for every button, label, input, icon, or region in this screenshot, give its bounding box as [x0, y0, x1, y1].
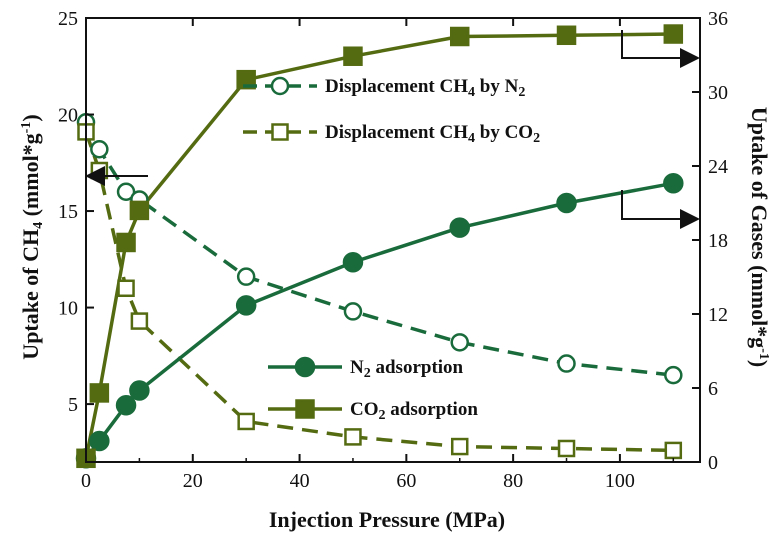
x-tick-label-5: 100 — [605, 470, 635, 492]
legend-marker-1 — [271, 123, 289, 141]
y-left-tick-label-0: 5 — [68, 394, 78, 416]
data-point-3-2 — [116, 232, 136, 253]
series-line-3 — [84, 32, 674, 459]
x-axis-title: Injection Pressure (MPa) — [269, 507, 505, 532]
x-tick-label-1: 20 — [183, 470, 203, 492]
legend-label-1: Displacement CH4 by CO2 — [325, 122, 540, 146]
axis-indicator-arrows — [85, 30, 700, 229]
data-point-2-2 — [115, 395, 137, 416]
y-right-tick-label-0: 0 — [708, 452, 718, 474]
right-axis-arrow-co2 — [621, 30, 700, 68]
data-point-0-5 — [343, 302, 363, 321]
data-point-2-4 — [235, 295, 257, 316]
y-left-tick-label-2: 15 — [58, 201, 78, 223]
data-point-3-1 — [89, 383, 110, 403]
legend-marker-2 — [294, 356, 316, 378]
data-point-1-7 — [557, 439, 576, 458]
data-point-0-7 — [557, 354, 576, 373]
data-point-0-6 — [450, 333, 469, 352]
x-tick-label-3: 60 — [396, 470, 416, 492]
data-point-3-3 — [129, 200, 150, 221]
series-line-0 — [84, 121, 674, 377]
data-point-1-4 — [237, 412, 255, 431]
y-right-axis-title: Uptake of Gases (mmol*g-1) — [747, 107, 772, 367]
data-point-1-8 — [664, 441, 683, 460]
y-right-tick-label-6: 36 — [708, 8, 728, 30]
data-point-0-2 — [116, 182, 136, 201]
y-right-tick-label-3: 18 — [708, 230, 728, 252]
ticks: 0 20 40 60 80 100 5 10 15 20 25 0 6 12 18 24 30 36 — [58, 8, 728, 492]
right-axis-arrow-n2 — [621, 190, 700, 229]
data-point-3-8 — [663, 24, 684, 44]
data-point-0-8 — [664, 365, 683, 385]
y-right-tick-label-2: 12 — [708, 304, 728, 326]
data-point-2-8 — [663, 173, 684, 194]
legend-marker-3 — [295, 399, 315, 419]
y-right-tick-label-4: 24 — [708, 156, 728, 178]
legend-label-3: CO2 adsorption — [350, 399, 478, 423]
data-point-3-6 — [449, 26, 470, 47]
legend-label-2: N2 adsorption — [350, 357, 464, 381]
y-left-axis-title: Uptake of CH4 (mmol*g-1) — [18, 114, 46, 359]
data-point-3-7 — [556, 25, 577, 46]
data-point-0-1 — [90, 140, 109, 159]
data-point-1-3 — [130, 312, 149, 330]
y-left-tick-label-1: 10 — [58, 298, 78, 320]
data-point-3-5 — [343, 46, 363, 66]
data-point-1-2 — [117, 279, 135, 298]
data-point-1-5 — [344, 428, 362, 446]
y-right-tick-label-1: 6 — [708, 378, 718, 400]
data-point-1-6 — [450, 437, 469, 456]
data-point-2-1 — [89, 430, 110, 452]
legend-marker-0 — [270, 76, 290, 96]
data-point-2-7 — [556, 192, 577, 214]
x-tick-label-0: 0 — [81, 470, 91, 492]
y-left-tick-label-4: 25 — [58, 8, 78, 30]
data-point-3-4 — [236, 69, 256, 90]
x-tick-label-2: 40 — [290, 470, 310, 492]
x-tick-label-4: 80 — [503, 470, 523, 492]
legend-label-0: Displacement CH4 by N2 — [325, 76, 525, 100]
y-right-tick-label-5: 30 — [708, 82, 728, 104]
data-point-2-3 — [129, 380, 150, 401]
series-line-1 — [84, 131, 674, 453]
legend: Displacement CH4 by N2 Displacement CH4 b… — [243, 76, 540, 423]
plot-lines — [84, 32, 674, 460]
data-point-2-6 — [449, 217, 470, 238]
data-point-2-5 — [342, 251, 364, 273]
y-left-tick-label-3: 20 — [58, 105, 78, 127]
data-point-0-4 — [236, 267, 256, 286]
